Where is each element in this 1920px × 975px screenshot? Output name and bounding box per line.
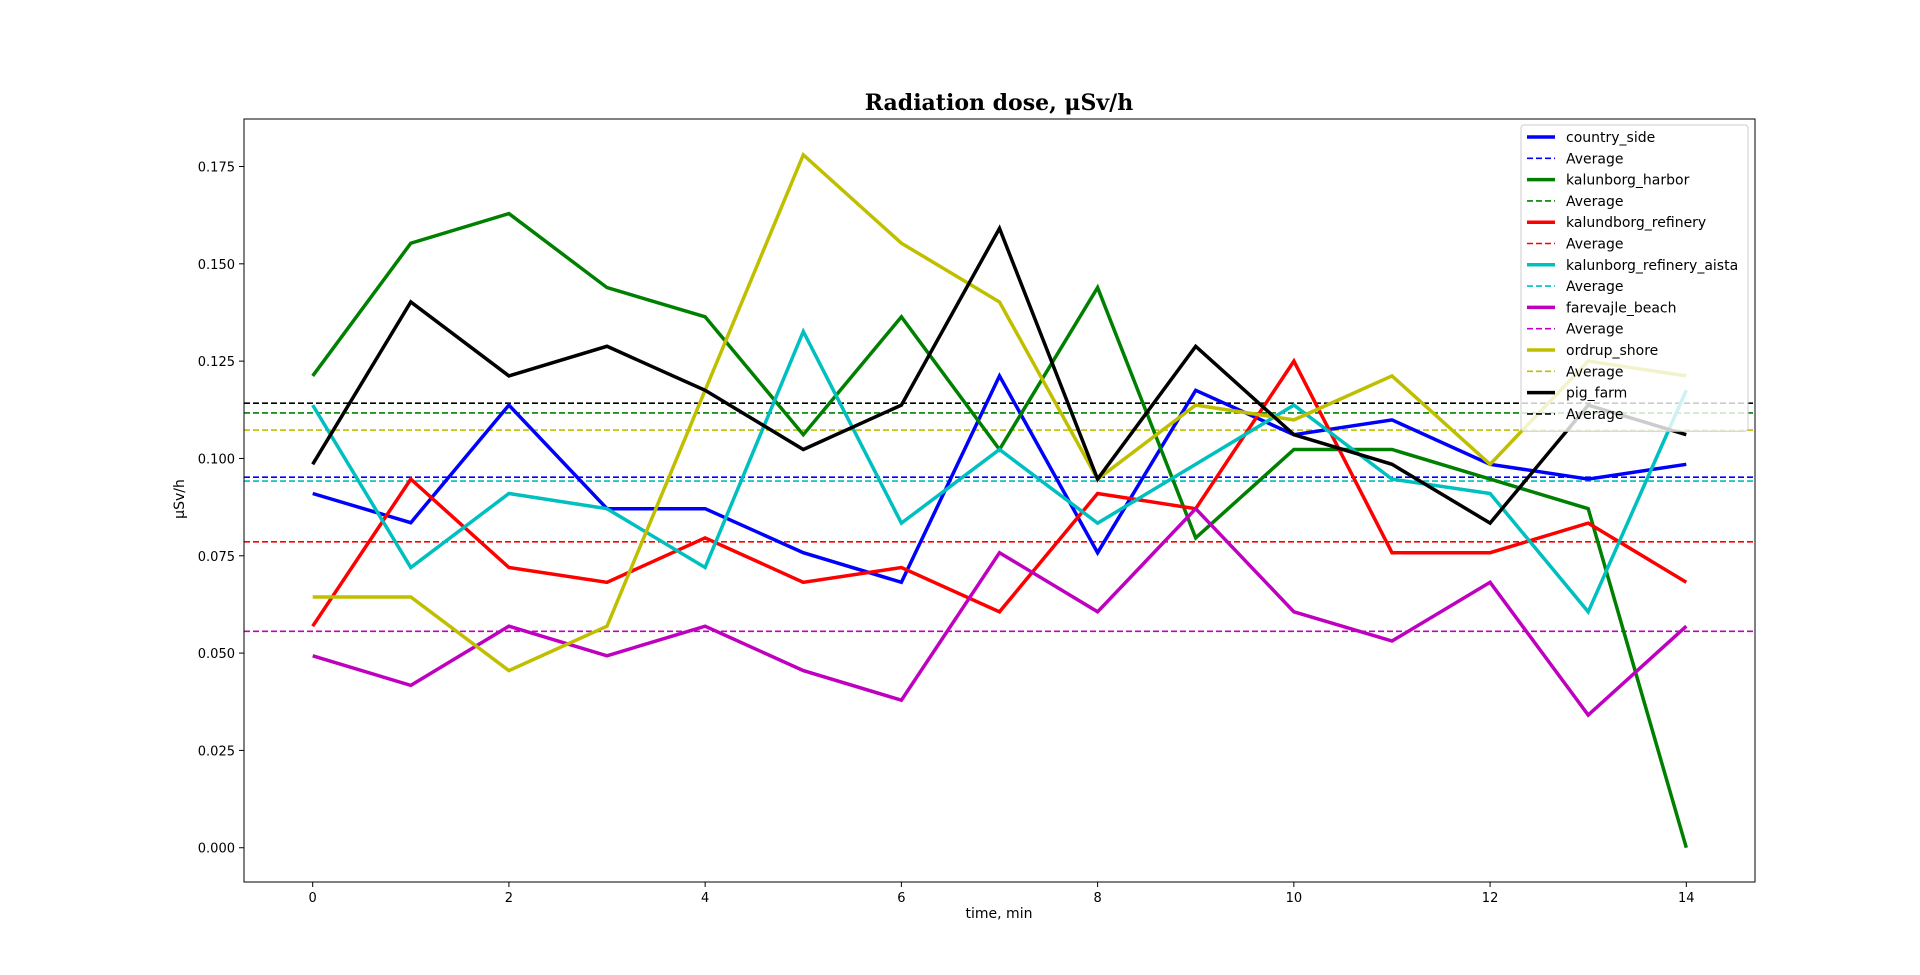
series-line-ordrup_shore — [312, 151, 1687, 673]
series-line-farevajle_beach — [312, 506, 1688, 718]
plot-area-frame — [243, 118, 1756, 883]
legend-label-average-country_side: Average — [1566, 151, 1624, 167]
legend-label-average-kalundborg_refinery: Average — [1566, 237, 1624, 253]
y-axis-ticks: 0.000 0.025 0.050 0.075 0.100 0.125 0.150 0.175 — [198, 160, 244, 857]
legend-label-kalunborg_harbor: kalunborg_harbor — [1566, 173, 1690, 189]
legend-box — [1520, 124, 1749, 432]
x-tick-label: 12 — [1482, 891, 1499, 906]
x-axis-label: time, min — [966, 906, 1033, 922]
series-line-kalunborg_refinery_aista — [311, 327, 1688, 616]
y-tick-label: 0.125 — [198, 355, 235, 370]
y-tick-label: 0.150 — [198, 258, 235, 273]
series-line-pig_farm — [311, 224, 1687, 526]
series-line-kalunborg_harbor — [311, 211, 1688, 849]
y-axis-label: μSv/h — [172, 479, 188, 519]
x-tick-label: 14 — [1678, 891, 1695, 906]
x-tick-label: 0 — [309, 891, 317, 906]
y-tick-label: 0.175 — [198, 160, 235, 175]
series-line-kalundborg_refinery — [311, 357, 1688, 628]
y-tick-label: 0.100 — [198, 452, 235, 467]
legend-label-average-kalunborg_harbor: Average — [1566, 194, 1624, 210]
x-tick-label: 8 — [1093, 891, 1101, 906]
y-tick-label: 0.050 — [198, 647, 235, 662]
x-tick-label: 10 — [1286, 891, 1303, 906]
y-tick-label: 0.000 — [198, 842, 235, 857]
average-lines — [244, 402, 1755, 633]
legend-label-average-farevajle_beach: Average — [1566, 322, 1624, 338]
x-axis-ticks: 0 2 4 6 8 10 12 14 — [309, 882, 1695, 906]
y-tick-label: 0.025 — [198, 744, 235, 759]
legend-label-average-kalunborg_refinery_aista: Average — [1566, 279, 1624, 295]
x-tick-label: 2 — [505, 891, 513, 906]
x-tick-label: 4 — [701, 891, 709, 906]
chart-title: Radiation dose, μSv/h — [865, 90, 1133, 116]
y-tick-label: 0.075 — [198, 550, 235, 565]
legend-label-pig_farm: pig_farm — [1566, 386, 1627, 402]
series-lines — [311, 151, 1688, 849]
legend-label-average-pig_farm: Average — [1566, 407, 1624, 423]
legend: country_side Average kalunborg_harbor Avera… — [1520, 124, 1749, 432]
legend-label-average-ordrup_shore: Average — [1566, 364, 1624, 380]
legend-label-kalunborg_refinery_aista: kalunborg_refinery_aista — [1566, 258, 1738, 274]
x-tick-label: 6 — [897, 891, 905, 906]
legend-label-kalundborg_refinery: kalundborg_refinery — [1566, 215, 1706, 231]
legend-label-country_side: country_side — [1566, 130, 1655, 146]
legend-label-ordrup_shore: ordrup_shore — [1566, 343, 1658, 359]
series-line-country_side — [312, 372, 1687, 585]
legend-label-farevajle_beach: farevajle_beach — [1566, 300, 1676, 316]
